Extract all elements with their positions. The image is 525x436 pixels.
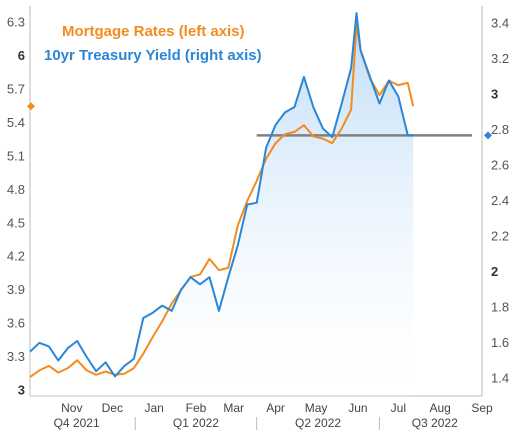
left-tick-label: 4.5 xyxy=(7,215,25,230)
month-label: Sep xyxy=(471,401,493,415)
left-tick-label: 3.9 xyxy=(7,282,25,297)
x-axis-labels: Nov Dec Jan Feb Mar Apr May Jun Jul Aug Sep Q4 2021… xyxy=(54,401,493,430)
current-value-markers xyxy=(27,102,492,140)
left-tick-label: 5.7 xyxy=(7,82,25,97)
right-tick-label: 1.6 xyxy=(491,335,509,350)
right-tick-label: 2.2 xyxy=(491,228,509,243)
right-tick-label: 2.6 xyxy=(491,158,509,173)
month-label: Jul xyxy=(391,401,406,415)
month-label: May xyxy=(305,401,328,415)
month-label: Mar xyxy=(223,401,244,415)
right-tick-label: 1.8 xyxy=(491,299,509,314)
mortgage-rate-line xyxy=(29,23,415,378)
treasury-yield-line xyxy=(29,12,414,378)
left-tick-label: 3.6 xyxy=(7,316,25,331)
quarter-label: Q4 2021 xyxy=(54,416,100,430)
treasury-area-fill xyxy=(30,13,414,396)
treasury-area xyxy=(30,13,414,396)
left-tick-label: 6 xyxy=(18,48,25,63)
left-tick-label: 5.4 xyxy=(7,115,25,130)
mortgage-current-marker xyxy=(27,102,35,111)
legend-treasury: 10yr Treasury Yield (right axis) xyxy=(44,47,262,64)
right-tick-label: 2.8 xyxy=(491,122,509,137)
month-label: Aug xyxy=(429,401,450,415)
left-tick-label: 6.3 xyxy=(7,15,25,30)
month-label: Feb xyxy=(186,401,207,415)
left-tick-label: 3 xyxy=(18,382,25,397)
right-tick-label: 3 xyxy=(491,87,498,102)
month-label: Apr xyxy=(266,401,285,415)
month-label: Dec xyxy=(102,401,123,415)
series-lines xyxy=(29,12,415,378)
right-tick-label: 3.4 xyxy=(491,16,509,31)
quarter-label: Q1 2022 xyxy=(173,416,219,430)
left-axis-ticks: 3 3.3 3.6 3.9 4.2 4.5 4.8 5.1 5.4 5.7 6 6.3 xyxy=(7,15,25,398)
treasury-current-marker xyxy=(484,131,492,140)
right-tick-label: 2 xyxy=(491,264,498,279)
right-tick-label: 2.4 xyxy=(491,193,509,208)
legend-mortgage: Mortgage Rates (left axis) xyxy=(62,23,245,40)
month-label: Jan xyxy=(144,401,163,415)
right-tick-label: 3.2 xyxy=(491,51,509,66)
legend: Mortgage Rates (left axis) 10yr Treasury… xyxy=(44,23,262,64)
month-label: Jun xyxy=(348,401,367,415)
right-tick-label: 1.4 xyxy=(491,370,509,385)
left-tick-label: 4.8 xyxy=(7,182,25,197)
quarter-label: Q3 2022 xyxy=(412,416,458,430)
right-axis-ticks: 1.4 1.6 1.8 2 2.2 2.4 2.6 2.8 3 3.2 3.4 xyxy=(491,16,509,386)
left-tick-label: 5.1 xyxy=(7,148,25,163)
month-label: Nov xyxy=(61,401,82,415)
quarter-label: Q2 2022 xyxy=(295,416,341,430)
left-tick-label: 3.3 xyxy=(7,349,25,364)
left-tick-label: 4.2 xyxy=(7,249,25,264)
